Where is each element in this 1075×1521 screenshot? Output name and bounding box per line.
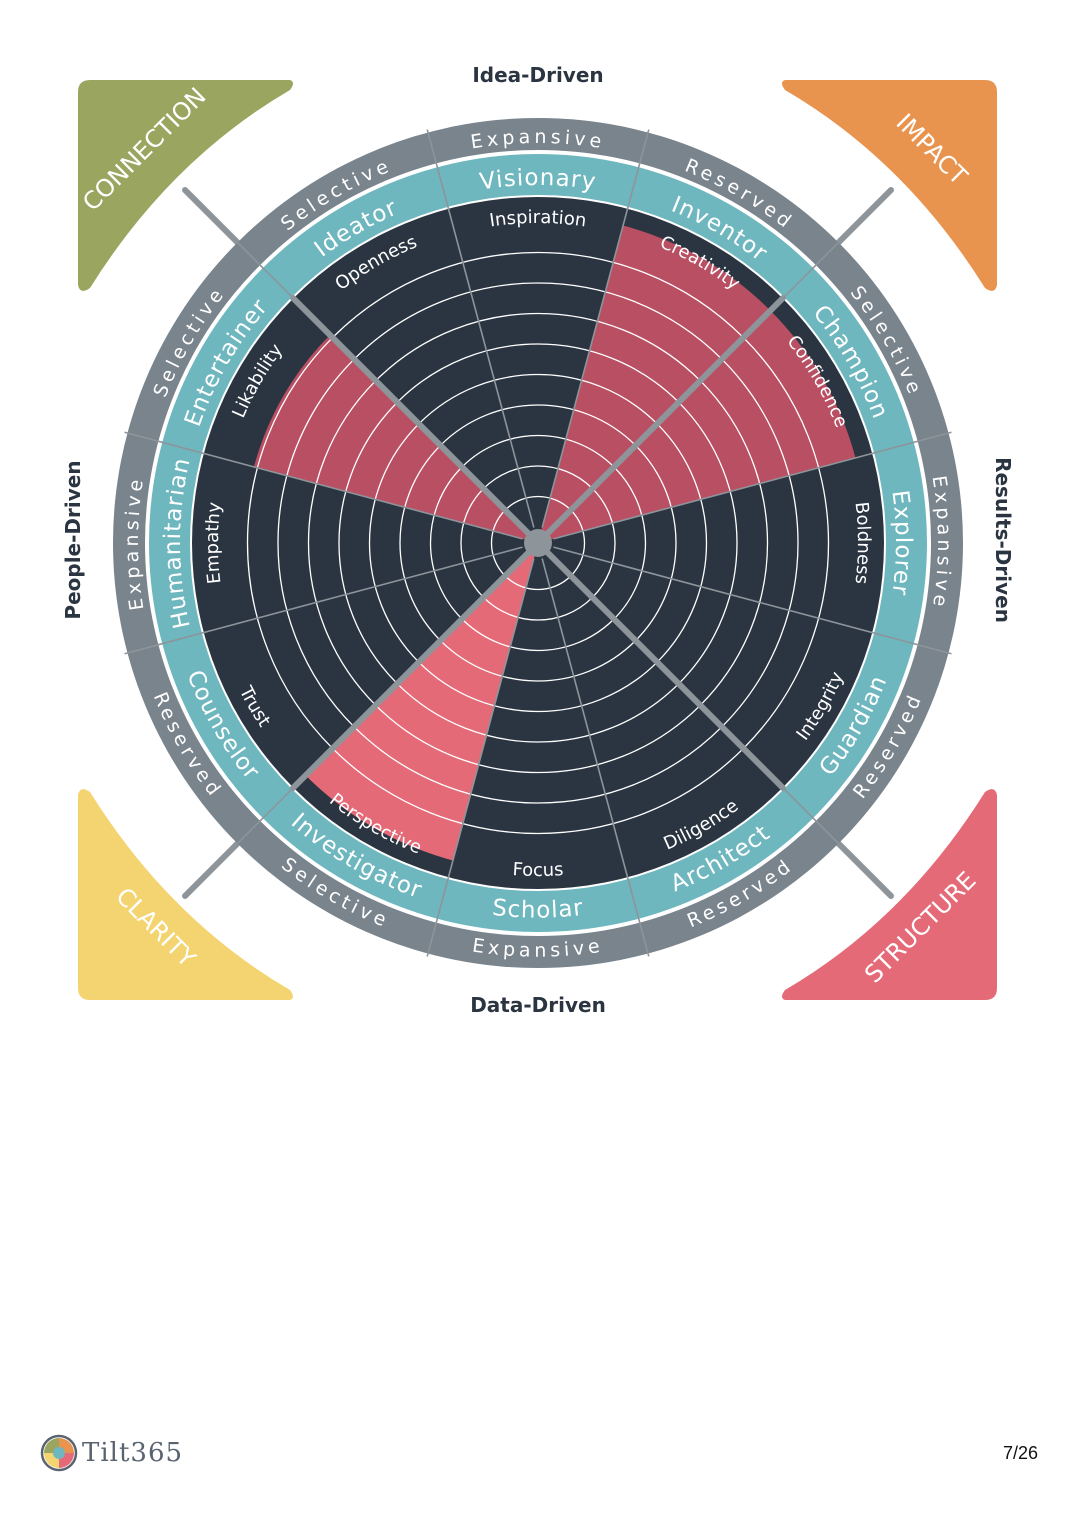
personality-wheel: CONNECTION IMPACT CLARITY STRUCTURE <box>61 63 1015 1017</box>
highlight-wedges <box>253 225 856 861</box>
segment-divider <box>541 558 650 957</box>
axis-label-top: Idea-Driven <box>472 63 603 87</box>
band-label-expansive: Expansive <box>121 474 148 612</box>
inner-connectors <box>290 295 786 791</box>
grid-ring <box>429 434 647 652</box>
band-label-expansive: Expansive <box>928 474 955 612</box>
page-number: 7/26 <box>1002 1443 1038 1463</box>
role-label-visionary: Visionary <box>478 165 598 196</box>
trait-label-focus: Focus <box>512 859 564 881</box>
grid-ring <box>307 312 769 774</box>
grid-ring <box>277 282 799 804</box>
role-label-explorer: Explorer <box>886 489 916 598</box>
segment-divider <box>124 546 523 655</box>
trait-label-boldness: Boldness <box>850 501 874 585</box>
grid-ring <box>368 373 708 713</box>
highlight-wedge-entertainer <box>253 335 539 543</box>
highlight-wedge-investigator <box>305 543 538 861</box>
center-hub <box>524 529 552 557</box>
trait-label-inspiration: Inspiration <box>488 207 588 232</box>
grid-ring <box>399 404 677 682</box>
segment-divider <box>553 431 952 540</box>
segment-divider <box>426 558 535 957</box>
axis-label-left: People-Driven <box>61 460 85 619</box>
grid-ring <box>246 251 830 835</box>
axis-label-bottom: Data-Driven <box>470 993 606 1017</box>
corner-impact: IMPACT <box>782 80 997 291</box>
segment-divider <box>426 129 535 528</box>
corner-structure: STRUCTURE <box>782 789 997 1000</box>
logo-text: Tilt365 <box>82 1438 184 1468</box>
role-label-scholar: Scholar <box>491 895 585 924</box>
highlight-wedge-inventor <box>538 225 771 543</box>
corner-badges: CONNECTION IMPACT CLARITY STRUCTURE <box>77 80 997 1000</box>
segment-divider <box>553 546 952 655</box>
highlight-wedge-champion <box>538 310 856 543</box>
axis-label-right: Results-Driven <box>991 457 1015 623</box>
grid-ring <box>460 465 616 621</box>
grid-ring <box>490 495 586 591</box>
trait-label-empathy: Empathy <box>202 501 226 585</box>
logo-icon <box>40 1434 78 1472</box>
tilt365-logo: Tilt365 <box>40 1434 183 1472</box>
grid-ring <box>338 343 738 743</box>
segment-divider <box>124 431 523 540</box>
segment-divider <box>541 129 650 528</box>
concentric-grid <box>246 251 830 835</box>
